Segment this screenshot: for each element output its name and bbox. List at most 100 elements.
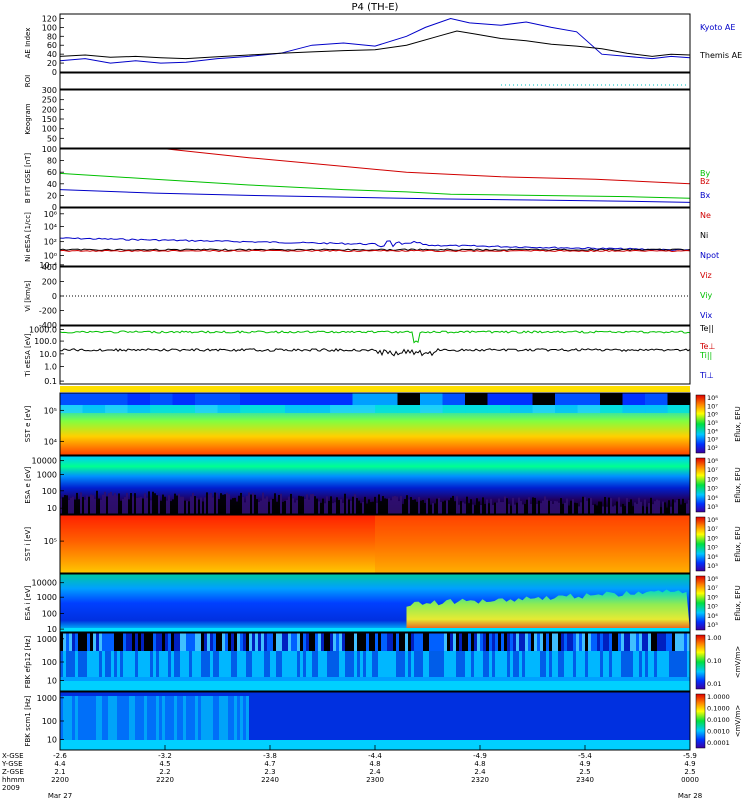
y-axis-label: Keogram (24, 103, 32, 134)
spectrogram-noise (156, 495, 158, 514)
spectrogram-cell (168, 696, 171, 740)
spectrogram-cell (532, 405, 556, 413)
spectrogram-cell (564, 651, 567, 677)
spectrogram-cell (510, 393, 533, 405)
spectrogram-noise (96, 490, 98, 514)
y-tick-label: 10000 (32, 457, 57, 466)
spectrogram-cell (363, 651, 366, 677)
spectrogram-cell (165, 696, 168, 740)
spectrogram-noise (408, 499, 410, 514)
spectrogram-cell (321, 633, 324, 651)
spectrogram-cell (186, 633, 189, 651)
spectrogram-cell (87, 651, 90, 677)
spectrogram-noise (330, 496, 332, 514)
spectrogram-noise (424, 502, 426, 514)
spectrogram-noise (184, 500, 186, 514)
legend-density-0: Ne (700, 211, 711, 220)
spectrogram-cell (240, 696, 243, 740)
spectrogram-noise (192, 492, 194, 514)
spectrogram-noise (406, 495, 408, 514)
y-tick-label: 10 (47, 736, 57, 745)
spectrogram-noise (584, 497, 586, 514)
spectrogram-cell (135, 633, 138, 651)
y-tick-label: 1000 (37, 471, 57, 480)
spectrogram-noise (260, 500, 262, 514)
spectrogram-cell (487, 393, 511, 405)
spectrogram-cell (687, 651, 690, 677)
spectrogram-noise (520, 500, 522, 514)
spectrogram-cell (132, 651, 135, 677)
spectrogram-noise (624, 506, 626, 514)
spectrogram-cell (357, 651, 360, 677)
spectrogram-cell (642, 633, 645, 651)
spectrogram-cell (507, 651, 510, 677)
spectrogram-cell (198, 633, 201, 651)
spectrogram-cell (594, 633, 597, 651)
y-tick-label: 250 (42, 96, 57, 105)
spectrogram-cell (198, 696, 201, 740)
spectrogram-noise (62, 497, 64, 514)
y-axis-label: FBK scm1 [Hz] (24, 695, 32, 746)
x-tick-x: -2.6 (53, 752, 67, 760)
spectrogram-noise (112, 495, 114, 514)
spectrogram-noise (454, 501, 456, 514)
spectrogram-noise (656, 499, 658, 514)
spectrogram-cell (633, 633, 636, 651)
spectrogram-cell (252, 633, 255, 651)
spectrogram-cell (262, 393, 286, 405)
spectrogram-cell (165, 633, 168, 651)
spectrogram-cell (684, 633, 687, 651)
spectrogram-cell (69, 696, 72, 740)
spectrogram-noise (208, 494, 210, 514)
spectrogram-noise (144, 493, 146, 514)
spectrogram-cell (360, 651, 363, 677)
spectrogram-cell (111, 696, 114, 740)
spectrogram-cell (381, 651, 384, 677)
spectrogram-noise (344, 493, 346, 514)
y-tick-label: 100 (42, 145, 57, 154)
spectrogram-cell (207, 633, 210, 651)
spectrogram-noise (622, 503, 624, 514)
spectrogram-noise (340, 499, 342, 514)
panel-frame (59, 514, 691, 574)
spectrogram-noise (134, 493, 136, 514)
spectrogram-noise (542, 500, 544, 514)
spectrogram-noise (256, 499, 258, 514)
spectrogram-noise (550, 501, 552, 514)
spectrogram-noise (270, 499, 272, 514)
spectrogram-noise (76, 492, 78, 514)
spectrogram-noise (88, 496, 90, 514)
spectrogram-cell (279, 633, 282, 651)
spectrogram-cell (408, 651, 411, 677)
spectrogram-noise (610, 498, 612, 514)
spectrogram-cell (195, 393, 218, 405)
spectrogram-cell (330, 393, 353, 405)
spectrogram-cell (258, 633, 261, 651)
spectrogram-cell (486, 651, 489, 677)
spectrogram-noise (166, 500, 168, 514)
spectrogram-noise (568, 505, 570, 514)
y-tick-label: 10 (47, 625, 57, 634)
y-tick-label: 10⁶ (44, 210, 57, 219)
spectrogram-cell (192, 651, 195, 677)
y-tick-label: 50 (47, 134, 57, 143)
spectrogram-cell (357, 633, 360, 651)
spectrogram-noise (356, 498, 358, 514)
spectrogram-cell (414, 651, 417, 677)
spectrogram-noise (458, 504, 460, 514)
spectrogram-cell (441, 651, 444, 677)
spectrogram-cell (660, 651, 663, 677)
y-tick-label: 200 (42, 278, 57, 287)
spectrogram-cell (78, 651, 81, 677)
spectrogram-cell (297, 633, 300, 651)
spectrogram-noise (108, 493, 110, 514)
spectrogram-cell (577, 405, 601, 413)
spectrogram-cell (69, 633, 72, 651)
spectrogram-noise (104, 491, 106, 514)
legend-bfield-1: By (700, 169, 710, 178)
spectrogram-cell (105, 651, 108, 677)
spectrogram-noise (572, 499, 574, 514)
spectrogram-cell (72, 696, 75, 740)
spectrogram-cell (288, 651, 291, 677)
spectrogram-noise (82, 496, 84, 514)
